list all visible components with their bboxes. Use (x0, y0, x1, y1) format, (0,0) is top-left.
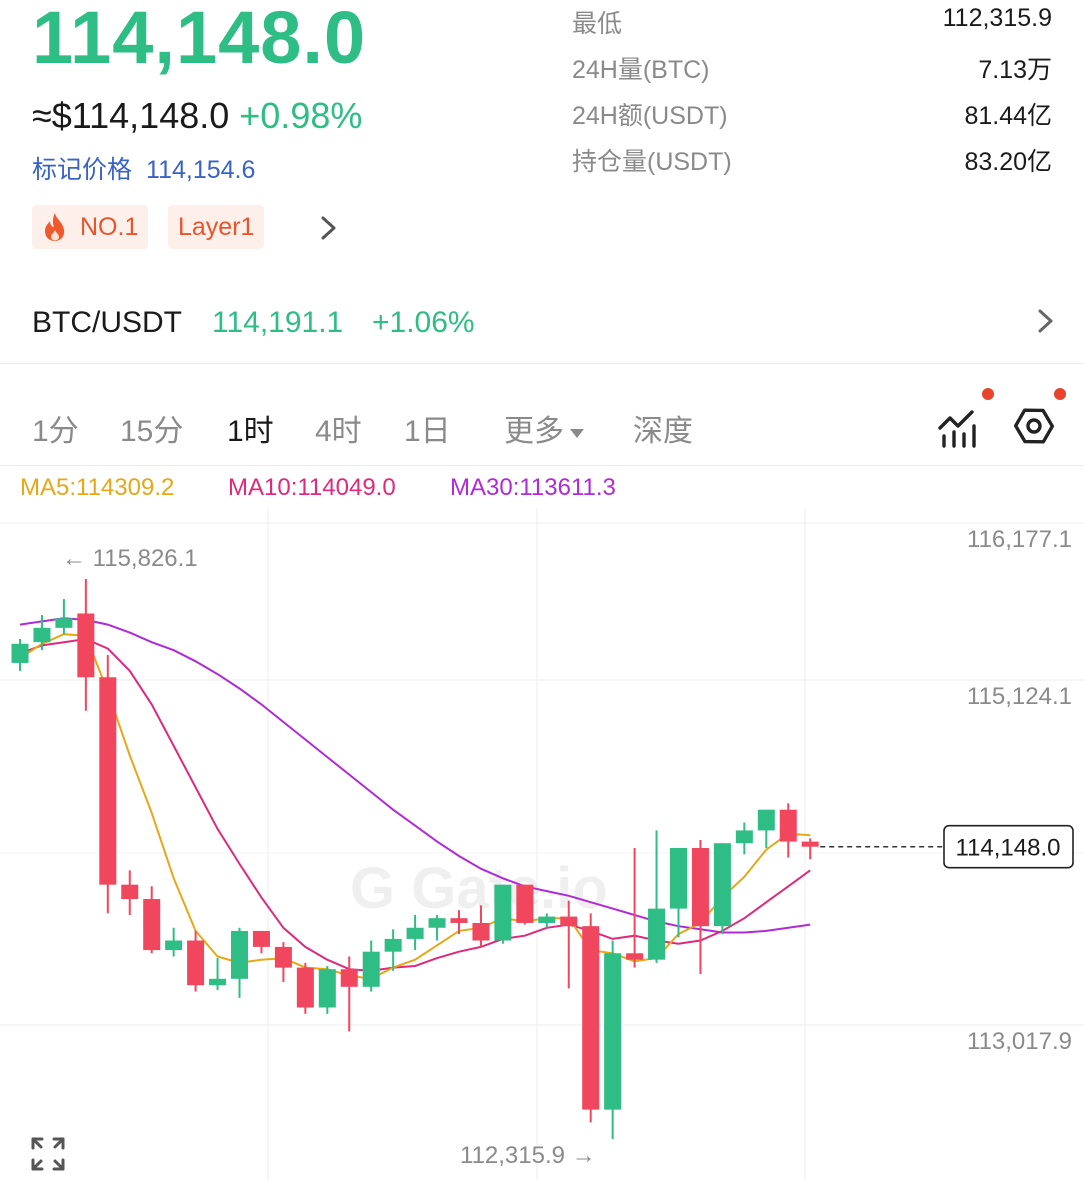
tab-depth[interactable]: 深度 (633, 415, 693, 448)
y-tick-label: 113,017.9 (967, 1028, 1072, 1055)
pair-change: +1.06% (372, 306, 475, 339)
tab-more-label: 更多 (504, 415, 564, 448)
candle (55, 599, 73, 635)
rank-tag[interactable]: NO.1 (32, 205, 149, 249)
fire-icon (45, 213, 65, 241)
candle (99, 654, 117, 914)
ma30-label: MA30:113611.3 (450, 474, 616, 501)
mark-price-row: 标记价格 114,154.6 (32, 150, 255, 186)
interval-tabs: 1分 15分 1时 4时 1日 更多 深度 (0, 380, 1084, 466)
high-price-label: ← 115,826.1 (62, 545, 198, 572)
category-tag-label: Layer1 (178, 213, 255, 241)
stat-turnover-value: 81.44亿 (964, 102, 1052, 130)
usd-price-row: ≈$114,148.0 +0.98% (32, 96, 362, 136)
candle (231, 927, 248, 998)
candle (604, 940, 622, 1139)
candle (691, 840, 709, 975)
stat-turnover-label: 24H额(USDT) (572, 102, 728, 130)
chevron-down-icon (570, 428, 584, 438)
pair-name: BTC/USDT (32, 306, 182, 339)
tab-4h[interactable]: 4时 (315, 415, 362, 448)
stat-volume-value: 7.13万 (978, 56, 1052, 84)
stat-volume-label: 24H量(BTC) (572, 56, 710, 84)
tab-15m[interactable]: 15分 (120, 415, 184, 448)
candles (11, 578, 819, 1139)
candle (582, 913, 600, 1123)
candle (187, 930, 205, 992)
stat-open-interest-label: 持仓量(USDT) (572, 148, 732, 176)
candle (121, 870, 139, 915)
candle (626, 847, 644, 968)
candle (516, 884, 534, 925)
candle (538, 913, 556, 928)
candle (670, 847, 687, 938)
chart-grid (0, 508, 1084, 1180)
settings-hexagon-icon[interactable] (1012, 404, 1056, 448)
candle (143, 886, 161, 954)
candle (11, 638, 29, 671)
y-tick-label: 115,124.1 (967, 683, 1072, 710)
notification-dot (982, 388, 994, 400)
stat-low-value: 112,315.9 (942, 4, 1052, 32)
tab-more[interactable]: 更多 (504, 406, 584, 450)
ma10-label: MA10:114049.0 (228, 474, 396, 501)
last-price: 114,148.0 (32, 0, 367, 79)
candle (362, 940, 380, 992)
kline-chart[interactable]: G Gate.io 116,177.1115,124.1113,017.9111… (0, 508, 1084, 1180)
candle (472, 905, 490, 947)
rank-tag-label: NO.1 (80, 213, 139, 241)
tab-1d[interactable]: 1日 (404, 415, 451, 448)
chart-annotations: ← 115,826.1 112,315.9 → 114,148.0 (62, 545, 1074, 1169)
chevron-right-icon[interactable] (314, 210, 344, 246)
last-price-marker (943, 824, 1074, 869)
candle (33, 615, 51, 651)
candle (318, 966, 336, 1014)
candle (384, 929, 402, 971)
stat-open-interest-value: 83.20亿 (964, 148, 1052, 176)
candle (648, 830, 666, 963)
ma5-label: MA5:114309.2 (20, 474, 175, 501)
notification-dot (1054, 388, 1066, 400)
chevron-right-icon (1038, 309, 1053, 333)
indicator-chart-icon[interactable] (936, 404, 980, 448)
tab-1m[interactable]: 1分 (32, 415, 79, 448)
mark-price-label: 标记价格 (32, 156, 133, 184)
last-price-marker-label: 114,148.0 (956, 835, 1061, 862)
price-change: +0.98% (239, 95, 363, 136)
expand-icon[interactable] (30, 1136, 66, 1172)
low-price-label: 112,315.9 → (460, 1142, 596, 1169)
pair-price: 114,191.1 (212, 306, 344, 339)
spot-pair-row[interactable]: BTC/USDT 114,191.1 +1.06% (0, 282, 1084, 364)
candle (560, 900, 578, 989)
candle (209, 958, 227, 990)
candle (450, 910, 468, 935)
candle (757, 809, 775, 848)
category-tag[interactable]: Layer1 (168, 205, 265, 249)
candle (428, 914, 446, 941)
candle (296, 962, 314, 1014)
candle (165, 927, 183, 957)
candle (735, 822, 753, 855)
candle (77, 578, 95, 711)
candle (779, 803, 797, 858)
stat-low-label: 最低 (572, 10, 623, 38)
tab-1h[interactable]: 1时 (227, 415, 274, 448)
y-tick-label: 116,177.1 (967, 526, 1072, 553)
mark-price-value: 114,154.6 (146, 156, 256, 184)
candle (252, 930, 270, 954)
candle (494, 884, 512, 944)
candle (801, 838, 819, 860)
candle (274, 942, 292, 982)
candle (713, 843, 731, 935)
usd-price: ≈$114,148.0 (32, 95, 230, 136)
ma10-line (19, 637, 811, 972)
candle (406, 914, 424, 951)
candle (340, 956, 358, 1032)
